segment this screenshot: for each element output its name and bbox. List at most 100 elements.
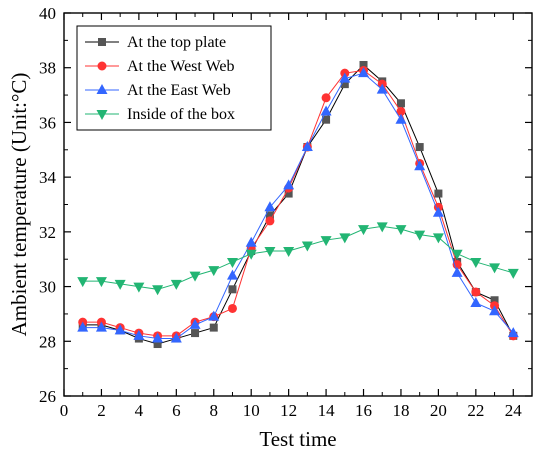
data-point	[339, 233, 351, 244]
series-line	[82, 72, 514, 340]
data-point	[95, 277, 107, 288]
legend-marker	[97, 61, 107, 71]
data-point	[264, 201, 276, 212]
data-point	[395, 113, 407, 124]
y-axis-title: Ambient temperature (Unit:°C)	[7, 73, 31, 337]
legend: At the top plate At the West Web At the Ea…	[76, 25, 272, 131]
data-point	[95, 321, 107, 332]
data-point	[451, 249, 463, 260]
data-point	[490, 296, 499, 305]
x-axis-title: Test time	[259, 427, 336, 451]
data-point	[301, 241, 313, 252]
data-point	[226, 269, 238, 280]
legend-box	[76, 25, 272, 131]
y-tick-label: 34	[39, 168, 57, 187]
legend-marker	[96, 110, 108, 120]
data-point	[470, 296, 482, 307]
data-point	[208, 310, 220, 321]
legend-marker	[98, 38, 106, 46]
data-point	[264, 247, 276, 258]
x-tick-label: 6	[172, 401, 181, 420]
data-point	[228, 285, 237, 294]
series-line	[82, 225, 514, 290]
data-point	[470, 257, 482, 268]
data-point	[189, 318, 201, 329]
data-point	[77, 321, 89, 332]
data-point	[265, 216, 275, 226]
x-tick-label: 18	[392, 401, 409, 420]
series-2	[77, 67, 519, 343]
x-tick-label: 24	[505, 401, 523, 420]
data-point	[133, 282, 145, 293]
data-point	[265, 211, 274, 220]
x-tick-label: 8	[210, 401, 219, 420]
x-tick-label: 4	[135, 401, 144, 420]
data-point	[320, 236, 332, 247]
data-point	[339, 72, 351, 83]
data-point	[226, 257, 238, 268]
data-point	[114, 279, 126, 290]
data-point	[284, 189, 293, 198]
y-tick-label: 38	[39, 59, 56, 78]
data-point	[322, 115, 331, 124]
x-tick-label: 16	[355, 401, 372, 420]
data-point	[152, 332, 164, 343]
data-point	[283, 179, 295, 190]
series-3	[77, 222, 519, 296]
data-point	[359, 60, 368, 69]
data-point	[414, 230, 426, 241]
y-tick-label: 30	[39, 278, 56, 297]
data-point	[451, 266, 463, 277]
data-point	[434, 189, 443, 198]
x-tick-label: 20	[430, 401, 447, 420]
data-point	[208, 266, 220, 277]
data-point	[489, 263, 501, 274]
y-tick-label: 40	[39, 4, 56, 23]
data-point	[432, 206, 444, 217]
data-point	[489, 305, 501, 316]
data-point	[376, 83, 388, 94]
data-point	[507, 268, 519, 279]
data-point	[415, 143, 424, 152]
data-point	[320, 105, 332, 116]
data-point	[153, 340, 162, 349]
data-point	[191, 329, 200, 338]
data-point	[376, 222, 388, 233]
legend-label: At the top plate	[127, 34, 226, 51]
x-tick-label: 22	[467, 401, 484, 420]
data-point	[507, 327, 519, 338]
data-point	[358, 67, 370, 78]
data-point	[152, 285, 164, 296]
data-point	[245, 236, 257, 247]
data-point	[414, 160, 426, 171]
data-point	[396, 106, 406, 116]
data-point	[77, 277, 89, 288]
legend-label: Inside of the box	[127, 106, 235, 123]
data-point	[395, 225, 407, 236]
y-tick-label: 28	[39, 332, 56, 351]
data-point	[209, 323, 218, 332]
data-point	[170, 332, 182, 343]
data-point	[340, 80, 349, 89]
data-point	[283, 247, 295, 258]
data-point	[358, 225, 370, 236]
data-point	[133, 329, 145, 340]
data-point	[396, 99, 405, 108]
x-tick-label: 14	[318, 401, 336, 420]
legend-label: At the East Web	[127, 82, 231, 99]
y-tick-label: 36	[39, 113, 56, 132]
x-tick-label: 12	[280, 401, 297, 420]
data-point	[245, 249, 257, 260]
data-point	[471, 287, 481, 297]
data-point	[432, 233, 444, 244]
legend-marker	[96, 84, 108, 94]
x-tick-label: 2	[97, 401, 106, 420]
data-point	[189, 271, 201, 282]
y-tick-label: 26	[39, 387, 56, 406]
y-tick-label: 32	[39, 223, 56, 242]
data-point	[227, 303, 237, 313]
data-point	[170, 279, 182, 290]
data-point	[301, 141, 313, 152]
